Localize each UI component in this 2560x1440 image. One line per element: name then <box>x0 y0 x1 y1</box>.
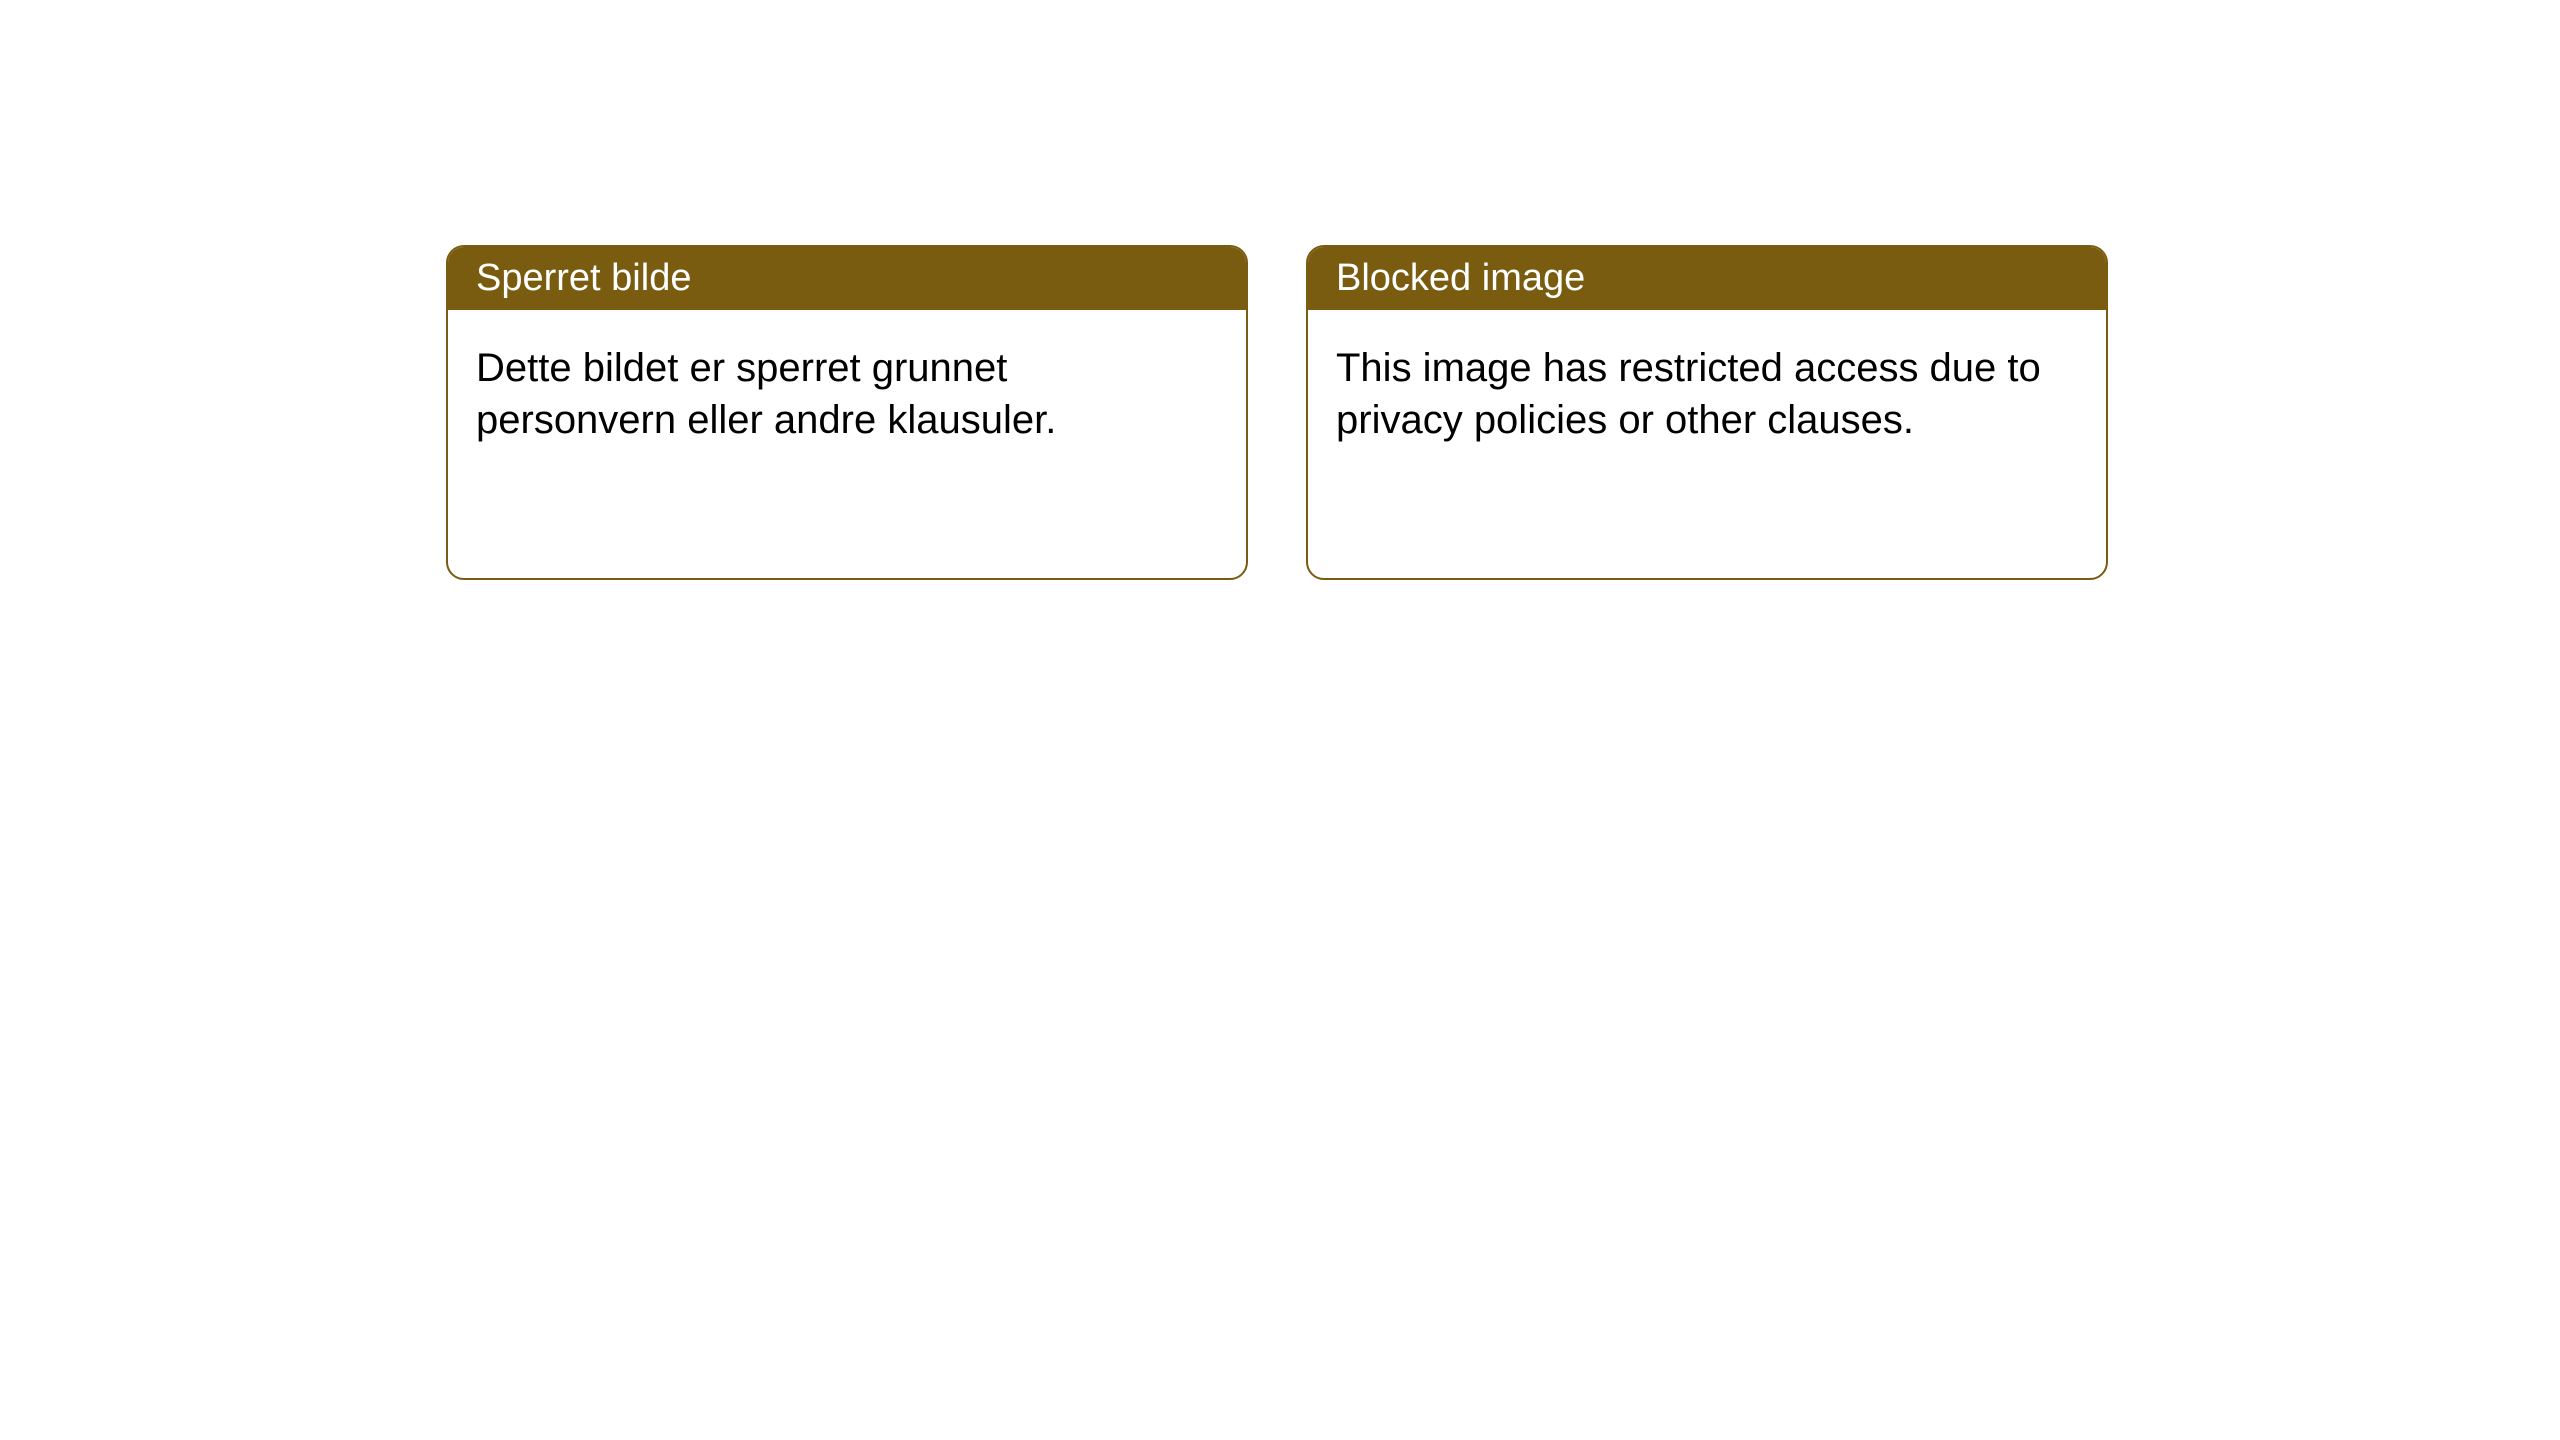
notice-card-norwegian: Sperret bilde Dette bildet er sperret gr… <box>446 245 1248 580</box>
card-header: Sperret bilde <box>448 247 1246 310</box>
card-title: Blocked image <box>1336 257 1585 299</box>
notice-card-english: Blocked image This image has restricted … <box>1306 245 2108 580</box>
card-body: This image has restricted access due to … <box>1308 310 2106 478</box>
card-body: Dette bildet er sperret grunnet personve… <box>448 310 1246 478</box>
card-title: Sperret bilde <box>476 257 691 299</box>
card-body-text: Dette bildet er sperret grunnet personve… <box>476 346 1056 442</box>
card-header: Blocked image <box>1308 247 2106 310</box>
notice-cards-container: Sperret bilde Dette bildet er sperret gr… <box>446 245 2108 580</box>
card-body-text: This image has restricted access due to … <box>1336 346 2041 442</box>
